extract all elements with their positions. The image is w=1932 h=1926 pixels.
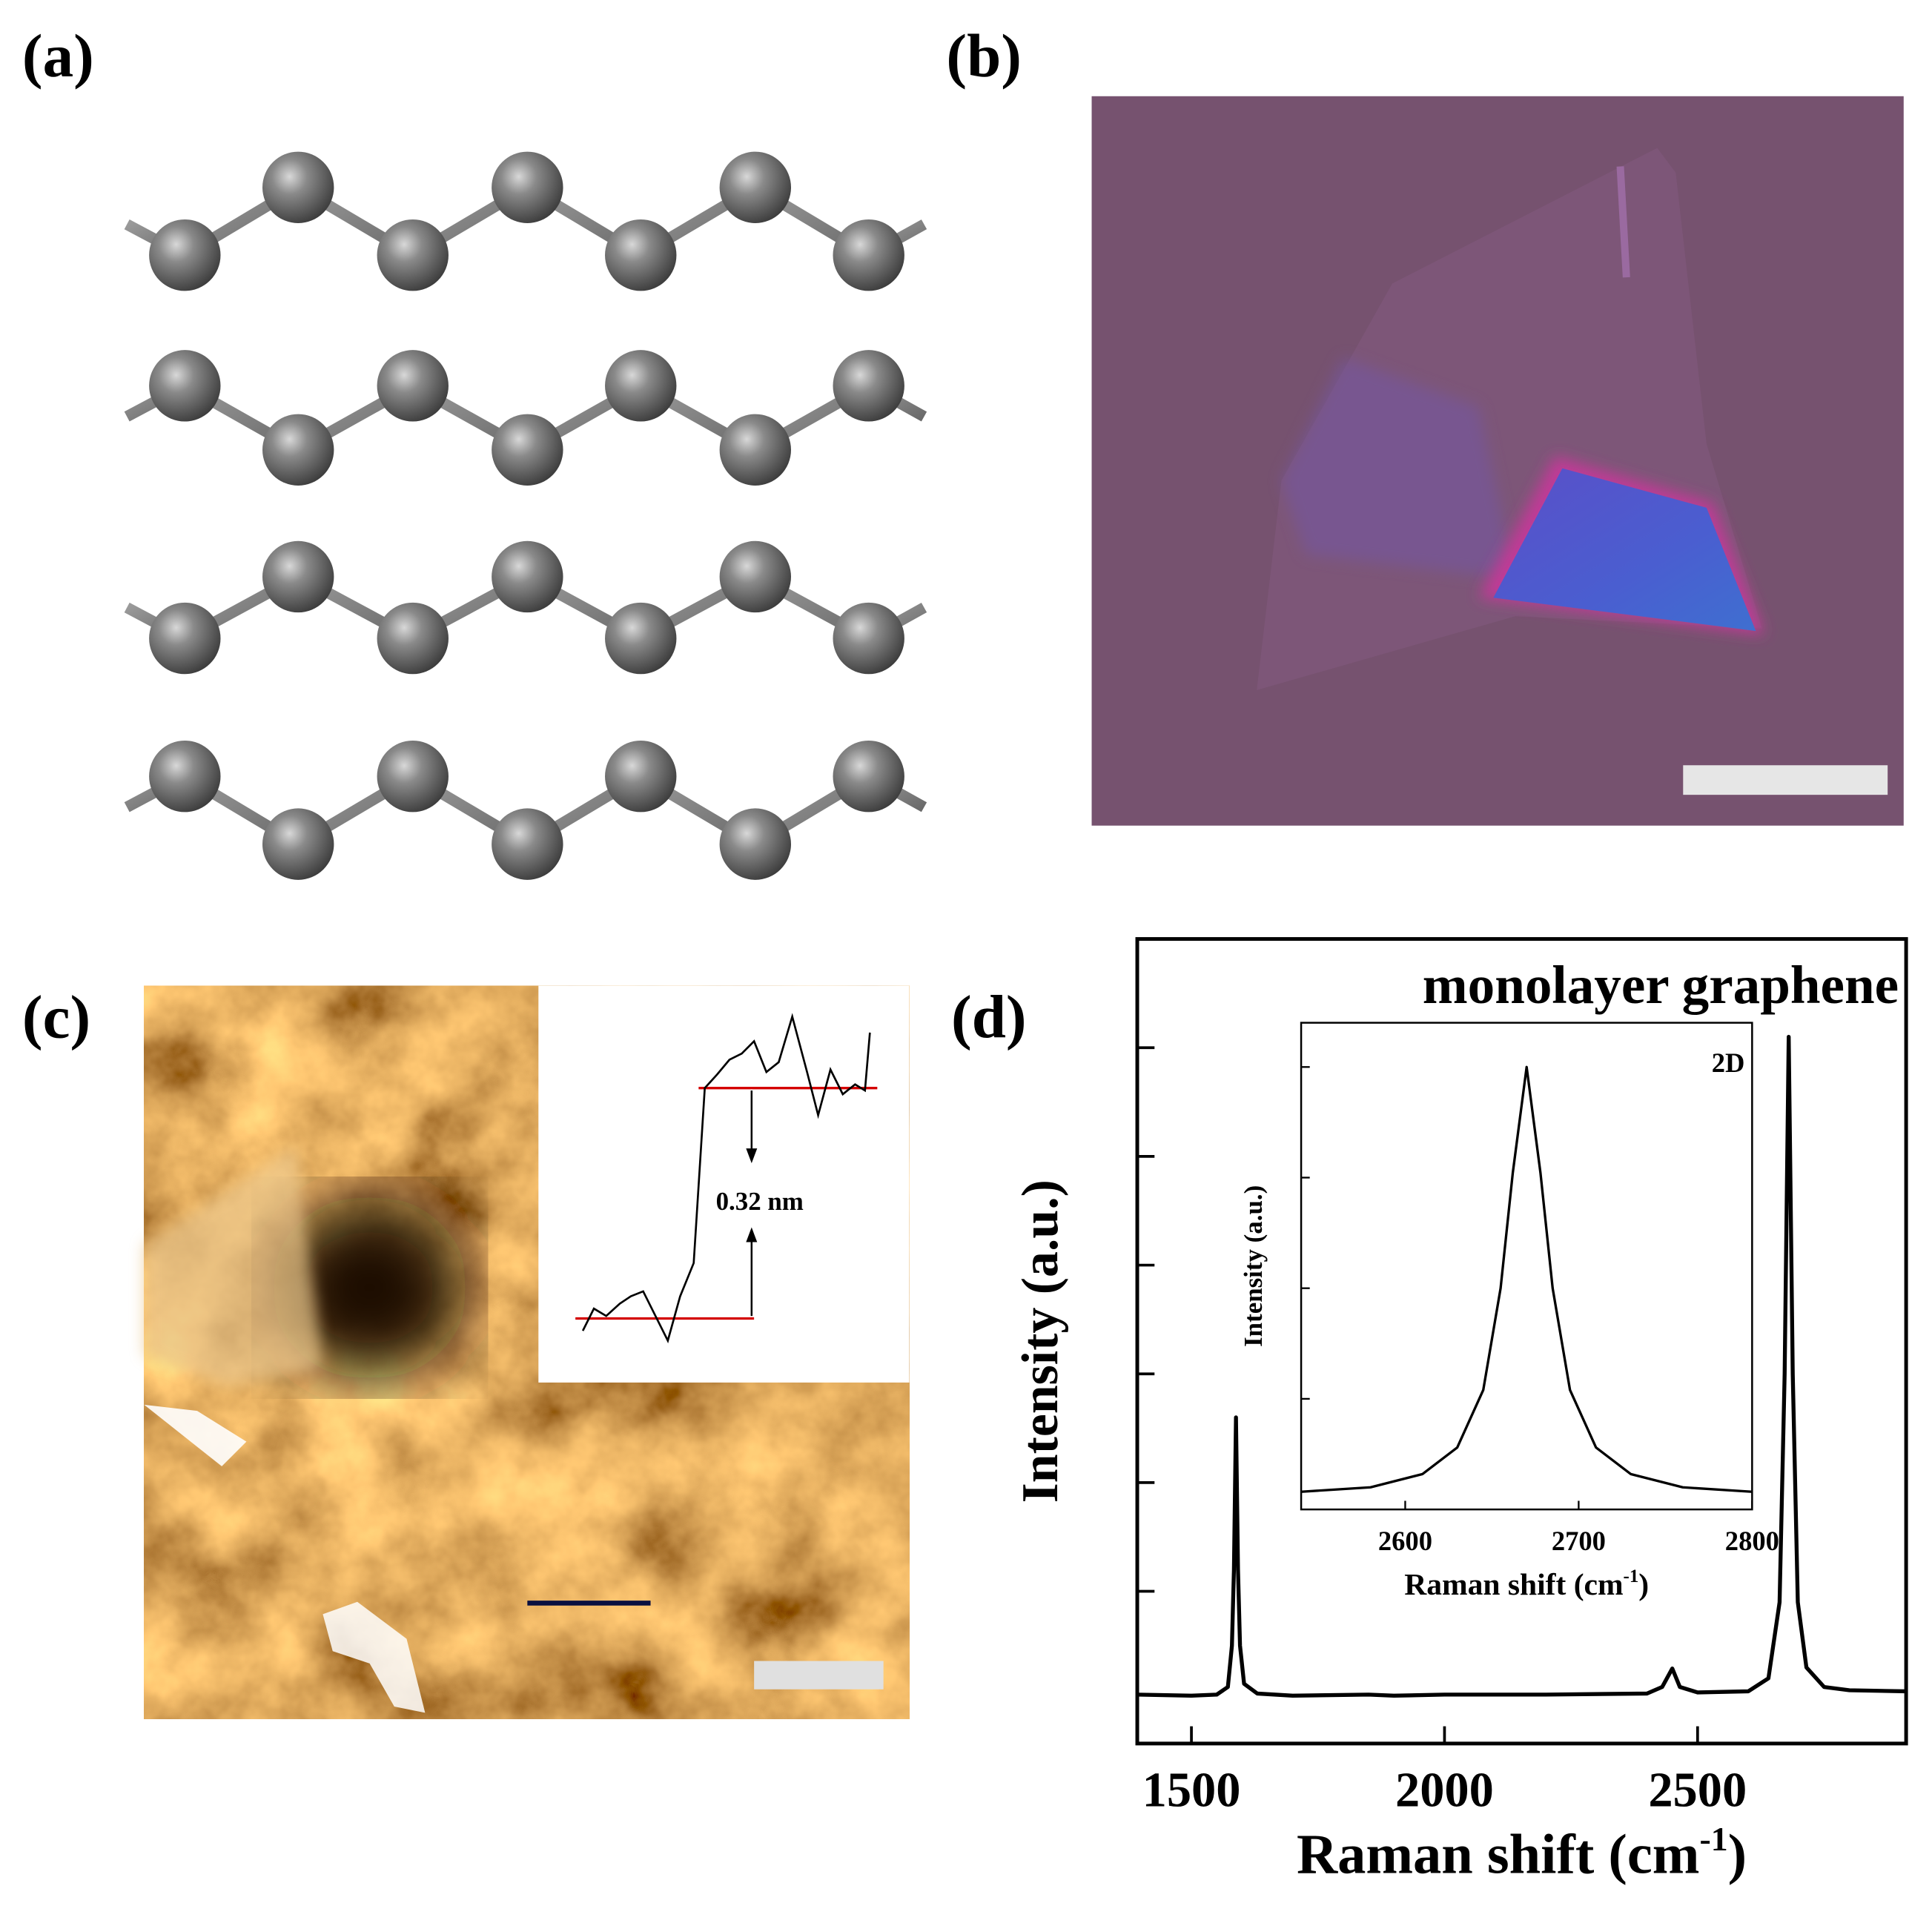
- afm-bright: [322, 1601, 426, 1713]
- flake-thick: [1493, 468, 1756, 632]
- scale-bar: [754, 1661, 884, 1690]
- x-tick-label: 2800: [1725, 1526, 1779, 1556]
- atom: [262, 540, 334, 613]
- x-axis-label: Raman shift (cm-1): [1404, 1566, 1649, 1602]
- graphene-lattice: [124, 123, 927, 913]
- atom: [605, 741, 677, 813]
- scale-bar: [1683, 765, 1888, 795]
- x-axis-label-part: Raman shift (cm: [1297, 1822, 1700, 1885]
- atom: [377, 219, 449, 291]
- x-axis-label: Raman shift (cm-1): [1297, 1820, 1747, 1886]
- atom: [833, 350, 904, 422]
- panel-label: (b): [946, 21, 1022, 90]
- step-height: 0.32 nm: [716, 1187, 804, 1216]
- atom: [149, 219, 221, 291]
- afm-flake: [144, 1145, 323, 1386]
- atom: [492, 808, 563, 880]
- y-axis-label: Intensity (a.u.): [1239, 1185, 1268, 1347]
- y-axis-label: Intensity (a.u.): [1012, 1179, 1069, 1503]
- x-tick-label: 2000: [1395, 1764, 1494, 1818]
- x-axis-label-part: Raman shift (cm: [1404, 1567, 1623, 1602]
- flake-fold: [1616, 166, 1630, 278]
- x-axis-label-part: ): [1638, 1567, 1649, 1602]
- atom: [262, 414, 334, 486]
- x-tick-label: 2700: [1552, 1526, 1606, 1556]
- flake-layer: [1281, 357, 1516, 580]
- atom: [719, 151, 791, 223]
- chart-title: monolayer graphene: [1423, 955, 1899, 1015]
- atom: [605, 350, 677, 422]
- atom: [149, 602, 221, 675]
- x-tick-label: 1500: [1142, 1764, 1241, 1818]
- x-tick-label: 2600: [1378, 1526, 1432, 1556]
- afm-dark-spot: [271, 1195, 469, 1380]
- atom: [262, 151, 334, 223]
- peak-label: 2D: [1712, 1048, 1745, 1078]
- atom: [377, 350, 449, 422]
- atom: [377, 602, 449, 675]
- atom: [605, 602, 677, 675]
- panel-label: (c): [22, 983, 90, 1051]
- height-profile: [581, 1013, 871, 1344]
- atom: [833, 219, 904, 291]
- atom: [833, 741, 904, 813]
- atom: [377, 741, 449, 813]
- profile-inset: [538, 985, 910, 1383]
- atom: [492, 540, 563, 613]
- atom: [149, 741, 221, 813]
- afm-image: 0.32 nm: [144, 985, 910, 1719]
- x-axis-label-sup: -1: [1624, 1566, 1639, 1586]
- atom: [492, 414, 563, 486]
- atom: [492, 151, 563, 223]
- spectrum: [1137, 1034, 1907, 1698]
- x-axis-label-sup: -1: [1699, 1820, 1727, 1858]
- afm-bright: [144, 1404, 247, 1466]
- x-axis-label-part: ): [1728, 1822, 1747, 1885]
- x-tick-label: 2500: [1648, 1764, 1747, 1818]
- atom: [149, 350, 221, 422]
- atom: [605, 219, 677, 291]
- atom: [719, 414, 791, 486]
- atom: [262, 808, 334, 880]
- inset-frame: [1300, 1022, 1753, 1511]
- spectrum: [1300, 1065, 1753, 1493]
- atom: [833, 602, 904, 675]
- atom: [719, 808, 791, 880]
- atom: [719, 540, 791, 613]
- panel-label: (a): [22, 21, 94, 90]
- optical-image: [1091, 96, 1904, 826]
- panel-label: (d): [951, 983, 1027, 1051]
